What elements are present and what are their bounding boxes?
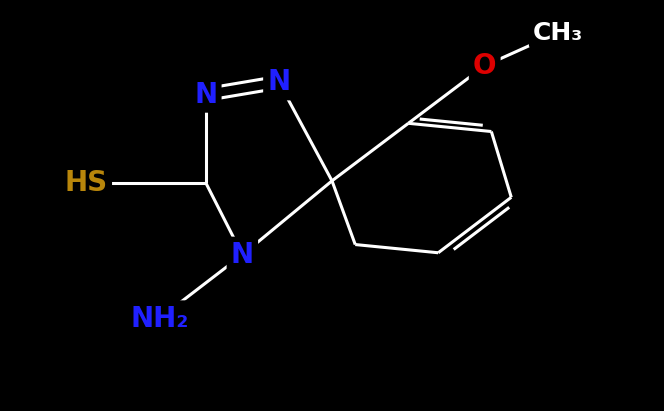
Text: HS: HS <box>65 169 108 197</box>
Text: N: N <box>268 68 290 96</box>
Text: N: N <box>231 241 254 269</box>
Text: NH₂: NH₂ <box>130 305 189 332</box>
Text: O: O <box>473 52 497 80</box>
Text: N: N <box>195 81 217 109</box>
Text: CH₃: CH₃ <box>533 21 583 45</box>
